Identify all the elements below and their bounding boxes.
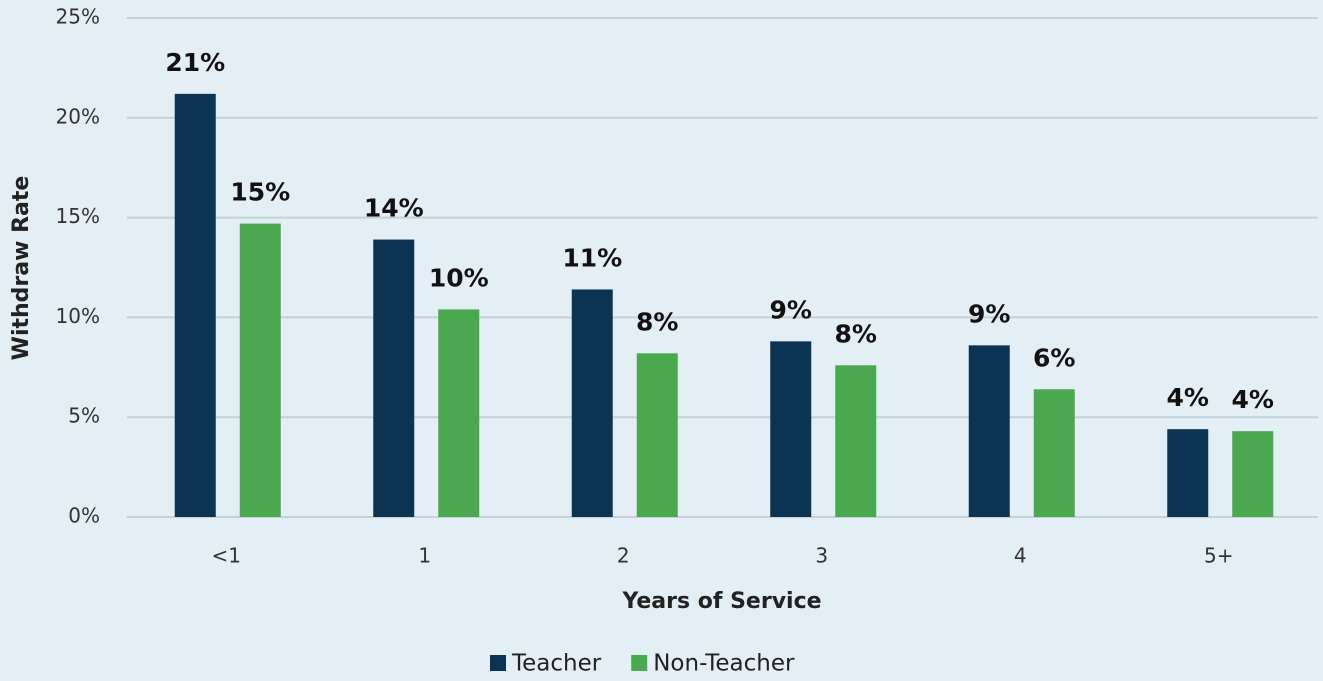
- y-tick-label: 0%: [68, 504, 100, 528]
- value-label: 11%: [562, 243, 622, 272]
- bar: [1033, 389, 1075, 517]
- x-tick-label: 4: [1014, 544, 1027, 568]
- legend-swatch: [631, 655, 648, 671]
- bar: [174, 93, 216, 518]
- legend-label: Teacher: [511, 651, 602, 677]
- y-tick-label: 20%: [56, 104, 100, 128]
- value-label: 8%: [835, 319, 877, 348]
- bar: [571, 289, 613, 517]
- value-label: 14%: [364, 194, 424, 223]
- x-tick-label: 3: [815, 544, 828, 568]
- value-label: 8%: [636, 307, 678, 336]
- bar: [835, 365, 877, 517]
- legend-swatch: [490, 655, 506, 671]
- x-tick-label: 2: [617, 544, 630, 568]
- y-tick-label: 10%: [56, 304, 100, 328]
- y-tick-label: 25%: [56, 5, 100, 29]
- value-label: 9%: [770, 295, 812, 324]
- bar: [373, 239, 415, 517]
- value-label: 15%: [230, 178, 290, 207]
- bar: [1232, 431, 1274, 517]
- bar: [438, 309, 480, 517]
- x-axis-title: Years of Service: [621, 589, 821, 614]
- value-label: 6%: [1033, 343, 1075, 372]
- bar: [636, 353, 678, 517]
- value-label: 21%: [165, 48, 225, 77]
- value-label: 4%: [1232, 385, 1274, 414]
- y-tick-label: 5%: [68, 404, 100, 428]
- x-tick-label: 5+: [1204, 544, 1233, 568]
- bar: [1167, 429, 1209, 517]
- bar: [239, 223, 281, 517]
- value-label: 9%: [968, 299, 1010, 328]
- bar: [770, 341, 812, 517]
- value-label: 10%: [429, 263, 489, 292]
- x-tick-label: <1: [212, 544, 241, 568]
- y-tick-label: 15%: [56, 204, 100, 228]
- legend-label: Non-Teacher: [653, 651, 795, 677]
- value-label: 4%: [1167, 383, 1209, 412]
- x-tick-label: 1: [418, 544, 431, 568]
- y-axis-title: Withdraw Rate: [9, 176, 34, 361]
- bar: [968, 345, 1010, 517]
